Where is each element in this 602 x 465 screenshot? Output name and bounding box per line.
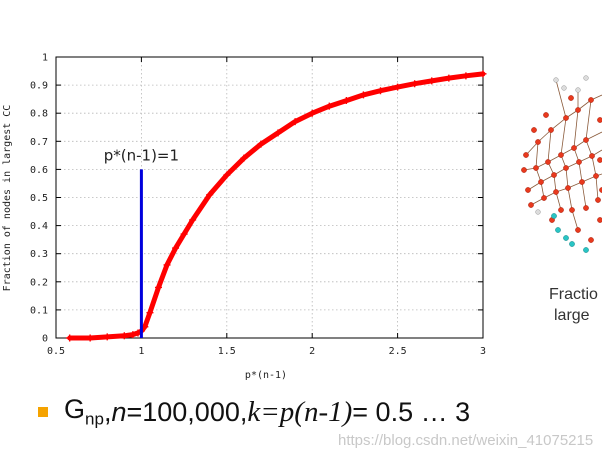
data-point (129, 331, 137, 339)
caption-line-1: Fractio (549, 286, 598, 303)
x-tick-label: 3 (480, 346, 486, 357)
n-value: =100,000, (126, 396, 248, 427)
x-tick-label: 2.5 (389, 346, 407, 357)
data-point (274, 129, 282, 137)
data-point (223, 171, 231, 179)
x-tick-label: 0.5 (47, 346, 65, 357)
percolation-chart: 0 0.1 0.2 0.3 0.4 0.5 0.6 0.7 0.8 0.9 1 0.5 1 1.5 2 2.… (2, 53, 487, 381)
data-point (479, 70, 487, 78)
data-point (291, 118, 299, 126)
data-point (189, 216, 197, 224)
x-tick-label: 1.5 (218, 346, 236, 357)
data-point (462, 72, 470, 80)
data-point (172, 244, 180, 252)
k-expression: k=p(n-1) (247, 395, 353, 428)
y-tick-label: 0.7 (30, 137, 48, 148)
data-point (120, 332, 128, 340)
illustration-caption: Fractio large (549, 284, 602, 326)
y-tick-label: 0.6 (30, 165, 48, 176)
data-point (103, 333, 111, 341)
data-point (86, 334, 94, 342)
watermark-url: https://blog.csdn.net/weixin_41075215 (338, 432, 594, 449)
chart-gridlines (56, 57, 483, 338)
y-tick-label: 0.4 (30, 221, 48, 232)
y-tick-label: 0.2 (30, 277, 48, 288)
data-point (163, 261, 171, 269)
data-point (394, 83, 402, 91)
data-point (325, 102, 333, 110)
series-group (66, 70, 487, 342)
k-range: = 0.5 … 3 (352, 396, 471, 427)
data-point (146, 309, 154, 317)
data-point (445, 74, 453, 82)
data-point (154, 283, 162, 291)
x-axis-label: p*(n-1) (245, 370, 287, 381)
data-point (308, 109, 316, 117)
x-axis-ticks: 0.5 1 1.5 2 2.5 3 (47, 57, 486, 357)
y-axis-ticks: 0 0.1 0.2 0.3 0.4 0.5 0.6 0.7 0.8 0.9 1 (30, 53, 483, 345)
bullet-separator: , (103, 396, 112, 427)
bullet-square-icon (38, 407, 48, 417)
x-tick-label: 1 (138, 346, 144, 357)
critical-threshold-label: p*(n-1)=1 (104, 146, 179, 164)
parameters-bullet: Gnp, n =100,000, k=p(n-1) = 0.5 … 3 (38, 394, 470, 430)
data-point (377, 87, 385, 95)
y-tick-label: 0.8 (30, 109, 48, 120)
data-point (66, 334, 74, 342)
y-tick-label: 1 (42, 53, 48, 64)
y-axis-label: Fraction of nodes in largest CC (2, 105, 13, 292)
graph-symbol: Gnp (64, 394, 104, 429)
caption-line-2: large (554, 307, 590, 324)
data-point (180, 230, 188, 238)
y-tick-label: 0.5 (30, 193, 48, 204)
x-tick-label: 2 (309, 346, 315, 357)
graph-symbol-g: G (64, 394, 86, 425)
n-variable: n (111, 396, 127, 427)
y-tick-label: 0 (42, 334, 48, 345)
data-point (359, 91, 367, 99)
network-graph-icon (521, 75, 602, 253)
data-point (240, 154, 248, 162)
y-tick-label: 0.3 (30, 249, 48, 260)
y-tick-label: 0.9 (30, 81, 48, 92)
data-point (257, 140, 265, 148)
data-point (411, 80, 419, 88)
data-point (206, 191, 214, 199)
y-tick-label: 0.1 (30, 305, 48, 316)
graph-symbol-subscript: np (85, 409, 104, 429)
data-point (342, 97, 350, 105)
data-point (428, 77, 436, 85)
